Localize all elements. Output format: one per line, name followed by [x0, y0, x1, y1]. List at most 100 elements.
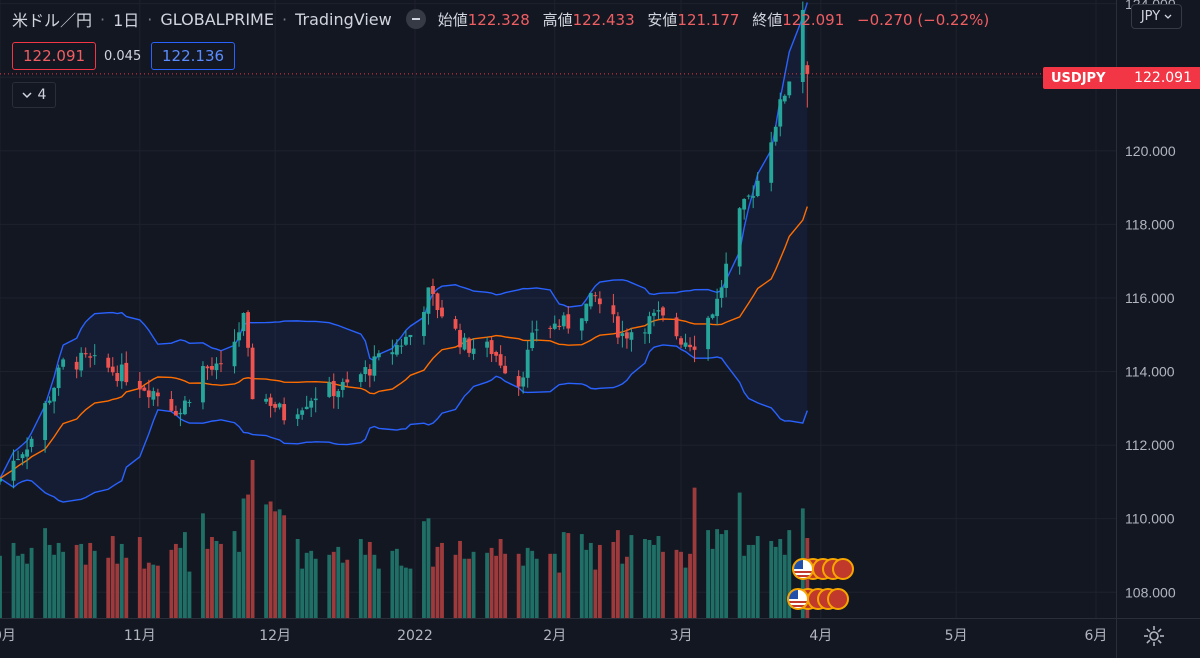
candle-body [629, 332, 634, 340]
volume-bar [277, 509, 282, 618]
event-marker-icon[interactable] [827, 588, 849, 610]
volume-bar [295, 539, 300, 618]
volume-bar [683, 567, 688, 618]
candle-body [25, 449, 29, 457]
volume-bar [426, 518, 431, 618]
buy-price-button[interactable]: 122.136 [151, 42, 236, 70]
us-flag-icon[interactable] [792, 558, 814, 580]
candle-body [800, 10, 805, 82]
volume-bar [688, 553, 692, 618]
candle-body [724, 263, 729, 288]
volume-bar [0, 555, 2, 618]
volume-bar [390, 550, 395, 618]
candle-body [773, 126, 778, 142]
volume-bar [61, 551, 66, 618]
candle-body [0, 478, 2, 482]
volume-bar [516, 553, 521, 618]
economic-events-row[interactable] [792, 558, 854, 580]
volume-bar [151, 564, 156, 618]
settings-gear-icon[interactable] [1142, 624, 1166, 648]
time-tick-label: 12月 [259, 628, 291, 644]
candle-body [300, 410, 305, 415]
indicator-count: 4 [37, 87, 47, 103]
volume-bar [201, 513, 205, 618]
candle-body [142, 387, 147, 391]
volume-bar [313, 558, 318, 618]
volume-bar [79, 543, 84, 618]
candle-body [372, 356, 377, 376]
candle-body [426, 287, 431, 314]
volume-bar [309, 550, 314, 618]
symbol-name[interactable]: 米ドル／円 [12, 11, 93, 30]
candle-body [620, 333, 625, 337]
candle-body [719, 287, 724, 298]
candle-body [345, 379, 350, 383]
volume-bar [187, 571, 192, 618]
volume-bar [304, 552, 309, 618]
volume-bar [471, 551, 476, 618]
candle-body [467, 338, 471, 353]
candle-body [214, 363, 219, 371]
candle-body [394, 345, 399, 355]
volume-bar [178, 547, 183, 618]
indicators-toggle-button[interactable]: 4 [12, 82, 56, 108]
candle-body [173, 410, 178, 416]
sell-price-button[interactable]: 122.091 [12, 42, 97, 70]
candle-body [521, 377, 526, 387]
volume-bar [124, 557, 129, 618]
volume-bar [210, 537, 214, 618]
candle-body [182, 400, 187, 415]
volume-bar [534, 558, 539, 618]
candle-body [106, 357, 111, 368]
time-tick-label: 5月 [945, 628, 968, 644]
candle-body [683, 342, 688, 347]
candle-body [431, 286, 435, 294]
economic-events-row[interactable] [787, 588, 849, 610]
candle-body [679, 338, 683, 345]
volume-bar [20, 553, 25, 618]
currency-select[interactable]: JPY [1131, 4, 1182, 29]
volume-bar [715, 529, 720, 618]
candle-body [205, 366, 210, 369]
volume-bar [394, 548, 399, 618]
hide-legend-toggle-icon[interactable] [405, 9, 426, 29]
candle-body [503, 365, 508, 374]
volume-bar [250, 460, 255, 618]
volume-bar [106, 557, 111, 618]
open-value: 122.328 [467, 10, 530, 29]
candle-body [737, 208, 742, 267]
event-marker-icon[interactable] [832, 558, 854, 580]
candle-body [74, 361, 79, 370]
volume-bar [56, 542, 61, 618]
candle-body [277, 403, 282, 408]
volume-bar [43, 528, 48, 618]
candle-body [588, 293, 593, 307]
candle-body [11, 460, 16, 481]
volume-bar [282, 515, 287, 618]
candle-body [584, 303, 589, 322]
candle-body [340, 381, 345, 390]
close-value: 122.091 [782, 10, 845, 29]
candle-body [146, 390, 151, 398]
candle-body [178, 412, 183, 415]
candle-body [471, 348, 476, 354]
candle-body [530, 332, 535, 349]
candle-body [778, 99, 783, 127]
volume-bar [408, 568, 413, 618]
candle-body [624, 332, 629, 339]
candle-body [715, 298, 720, 317]
volume-bar [219, 543, 223, 618]
candle-body [376, 353, 381, 358]
chevron-down-icon [1164, 14, 1172, 19]
volume-bar [769, 540, 774, 618]
interval-label[interactable]: 1日 [113, 11, 140, 30]
volume-bar [552, 553, 557, 618]
volume-bar [710, 548, 715, 618]
candle-body [597, 298, 602, 305]
candle-body [534, 329, 539, 331]
us-flag-icon[interactable] [787, 588, 809, 610]
candle-body [313, 398, 318, 401]
volume-bar [453, 554, 458, 618]
volume-bar [674, 549, 679, 618]
